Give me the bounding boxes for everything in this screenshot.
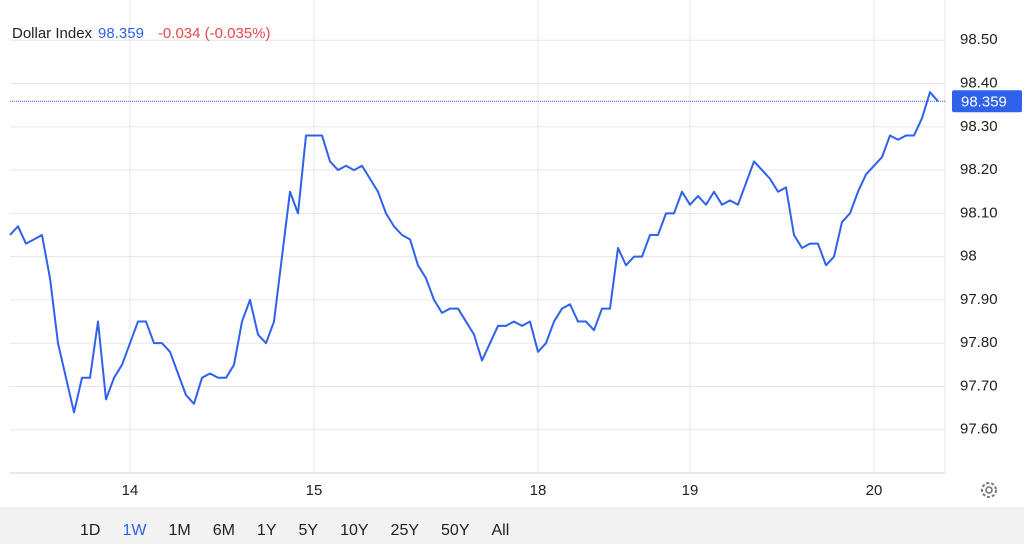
range-button[interactable]: 1M [168,522,190,539]
y-tick-label: 98.30 [960,118,998,135]
x-tick-label: 14 [122,482,139,499]
range-button[interactable]: 10Y [340,522,369,539]
range-button[interactable]: 5Y [299,522,319,539]
range-button[interactable]: 50Y [441,522,470,539]
y-tick-label: 98.10 [960,204,998,221]
range-button[interactable]: 1Y [257,522,277,539]
y-tick-label: 98.20 [960,161,998,178]
range-button[interactable]: All [491,522,509,539]
settings-icon[interactable] [981,482,997,498]
range-button[interactable]: 25Y [391,522,420,539]
x-tick-label: 15 [306,482,323,499]
y-tick-label: 98 [960,248,977,265]
x-tick-label: 19 [682,482,699,499]
y-tick-label: 97.80 [960,334,998,351]
header-price: 98.359 [98,25,144,42]
header: Dollar Index 98.359 -0.034 (-0.035%) [12,25,271,42]
range-button[interactable]: 1W [122,522,147,539]
instrument-name: Dollar Index [12,25,93,42]
last-price-badge [952,90,1022,113]
y-tick-label: 97.90 [960,291,998,308]
y-tick-label: 98.40 [960,75,998,92]
last-price-label: 98.359 [961,93,1007,110]
x-tick-label: 20 [866,482,883,499]
y-tick-label: 97.60 [960,421,998,438]
range-button[interactable]: 1D [80,522,100,539]
x-tick-label: 18 [530,482,547,499]
range-button[interactable]: 6M [213,522,235,539]
y-tick-label: 98.50 [960,31,998,48]
price-line [9,91,939,414]
y-tick-label: 97.70 [960,377,998,394]
header-change: -0.034 (-0.035%) [158,25,271,42]
range-bar [0,508,1024,544]
